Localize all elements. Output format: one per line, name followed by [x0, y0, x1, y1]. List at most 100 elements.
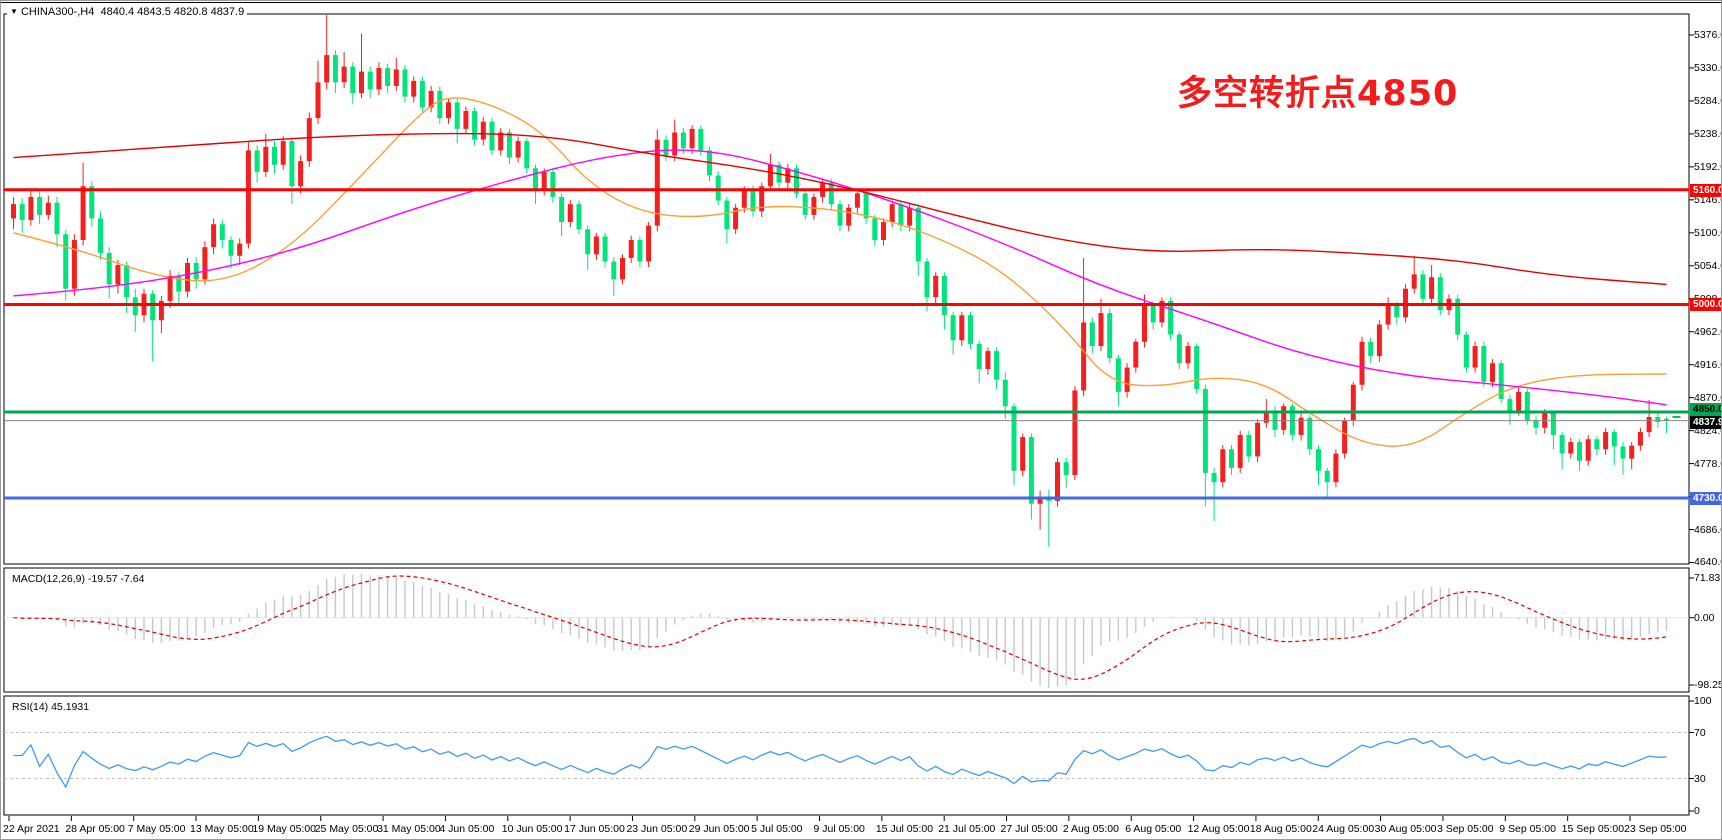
date-label: 6 Aug 05:00 [1125, 823, 1182, 835]
candle-body [941, 275, 947, 316]
candle-body [1333, 453, 1339, 483]
candle-body [202, 247, 208, 280]
candle-body [1437, 277, 1443, 311]
candle-body [924, 261, 930, 298]
ma-slow-red [13, 132, 1667, 286]
candle-body [767, 164, 773, 187]
price-tick-label: 4686.0 [1694, 523, 1721, 536]
candle-body [1107, 313, 1113, 359]
candle-body [1115, 358, 1121, 392]
candle-body [219, 224, 225, 240]
candle-body [324, 55, 330, 83]
annotation-text: 多空转折点4850 [1177, 74, 1459, 114]
candle-body [1246, 434, 1252, 457]
date-label: 9 Sep 05:00 [1499, 823, 1556, 835]
candle-body [150, 293, 156, 321]
candle-body [959, 315, 965, 341]
candle-body [541, 171, 547, 190]
candle-body [1646, 417, 1652, 433]
rsi-axis-100: 100 [1694, 695, 1712, 707]
date-label: 10 Jun 05:00 [501, 823, 563, 835]
candle-body [315, 82, 321, 119]
date-label: 17 Jun 05:00 [564, 823, 625, 835]
candle-body [1133, 341, 1139, 368]
ma-mid-magenta [13, 149, 1667, 406]
candle-body [1411, 274, 1417, 289]
rsi-axis-30: 30 [1694, 772, 1706, 785]
candle-body [1359, 341, 1365, 385]
candle-body [1629, 445, 1635, 459]
candle-body [245, 150, 251, 244]
candle-body [1002, 379, 1008, 407]
candle-body [115, 265, 121, 285]
macd-axis-min: -98.25 [1694, 679, 1722, 691]
candle-body [1159, 300, 1165, 323]
candle-body [80, 186, 86, 240]
macd-axis-max: 71.83 [1694, 572, 1721, 584]
date-label: 19 May 05:00 [252, 823, 317, 835]
candle-body [1594, 439, 1600, 450]
date-label: 2 Aug 05:00 [1062, 823, 1119, 835]
candle-body [1585, 439, 1591, 461]
candle-body [385, 67, 391, 86]
candle-body [428, 90, 434, 108]
candle-body [515, 141, 521, 158]
candle-body [1655, 417, 1661, 423]
date-label: 4 Jun 05:00 [439, 823, 495, 835]
date-label: 29 Jun 05:00 [688, 823, 750, 835]
candle-body [524, 141, 530, 169]
candle-body [89, 186, 95, 219]
candle-body [881, 222, 886, 240]
candle-body [228, 239, 234, 256]
candle-body [1603, 432, 1609, 450]
price-tick-label: 5284.0 [1694, 94, 1721, 107]
date-label: 23 Jun 05:00 [626, 823, 688, 835]
candle-body [828, 182, 834, 205]
candle-body [393, 69, 399, 86]
symbol-dropdown-icon[interactable]: ▼ [10, 7, 18, 16]
candle-body [994, 351, 1000, 380]
candle-body [367, 71, 373, 90]
candle-body [654, 139, 660, 226]
candle-body [45, 202, 51, 215]
candle-body [950, 315, 956, 341]
date-label: 30 Aug 05:00 [1374, 823, 1437, 835]
candle-body [1281, 406, 1287, 430]
candle-body [1098, 313, 1104, 347]
candle-body [672, 132, 678, 156]
candle-body [341, 66, 347, 83]
candle-body [237, 243, 243, 256]
candle-body [1081, 322, 1087, 391]
price-tick-label: 4916.0 [1694, 358, 1721, 371]
candle-body [1533, 420, 1539, 428]
price-badge-4730.0: 4730.0 [1690, 492, 1721, 505]
candle-body [1568, 442, 1574, 454]
candle-body [1368, 341, 1374, 357]
candle-body [933, 275, 939, 298]
candle-body [350, 66, 356, 94]
candle-body [289, 141, 295, 187]
candle-body [498, 132, 504, 151]
date-label: 21 Jul 05:00 [938, 823, 996, 835]
candle-body [1611, 432, 1617, 447]
candle-body [1037, 496, 1043, 504]
macd-signal-line [13, 575, 1667, 680]
candle-body [715, 175, 721, 201]
date-label: 24 Aug 05:00 [1312, 823, 1375, 835]
candle-body [637, 239, 643, 262]
macd-panel-frame [3, 567, 1690, 693]
candle-body [1028, 437, 1034, 504]
candle-body [733, 207, 739, 230]
price-badge-4837.9: 4837.9 [1690, 415, 1721, 429]
candle-body [1185, 346, 1191, 364]
date-label: 12 Aug 05:00 [1187, 823, 1250, 835]
price-tick-label: 5330.0 [1694, 61, 1721, 74]
date-label: 28 Apr 05:00 [65, 823, 125, 835]
candle-body [602, 236, 608, 262]
candle-body [1055, 462, 1060, 501]
candle-body [533, 168, 538, 190]
candle-body [889, 204, 895, 223]
candle-body [663, 139, 669, 156]
candle-body [1011, 406, 1017, 471]
